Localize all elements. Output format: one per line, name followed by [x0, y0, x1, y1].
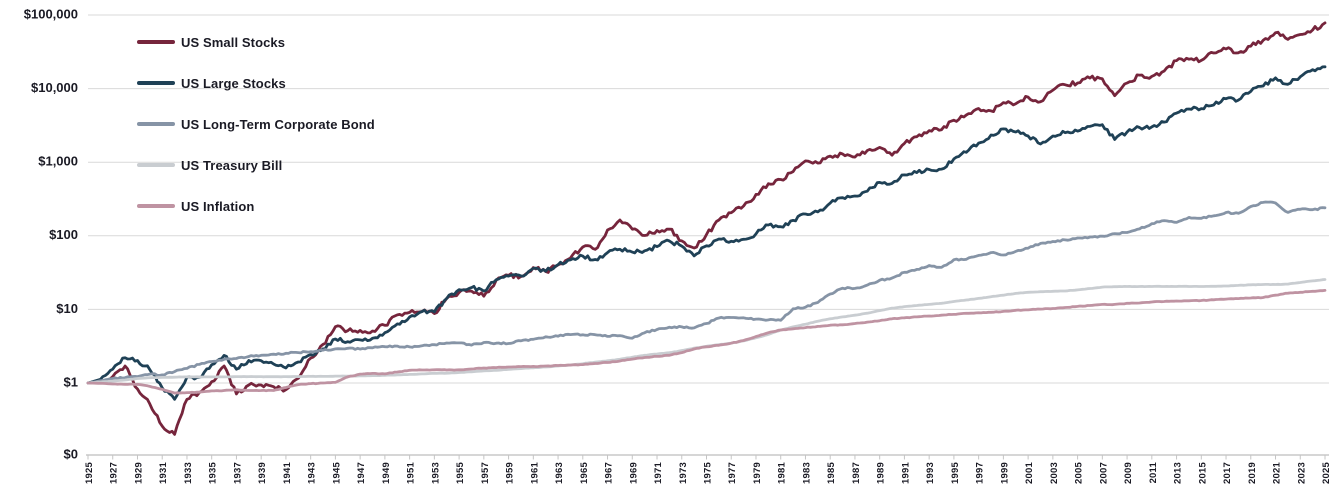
legend-swatch-us-large-stocks — [137, 80, 175, 86]
x-axis-year-label: 1995 — [950, 461, 961, 483]
x-axis-year-label: 1963 — [554, 462, 565, 484]
x-axis-year-label: 2021 — [1272, 461, 1283, 483]
legend-swatch-us-inflation — [137, 203, 175, 209]
y-axis-tick-label: $1 — [64, 374, 78, 389]
x-axis-year-label: 2019 — [1247, 462, 1258, 484]
series-line-us-treasury-bill — [86, 278, 1327, 385]
x-axis-year-label: 2005 — [1074, 461, 1085, 483]
x-axis-year-label: 1993 — [925, 462, 936, 484]
series-line-us-long-term-corporate-bond — [86, 200, 1327, 385]
x-axis-year-label: 1987 — [851, 462, 862, 484]
x-axis-year-label: 1979 — [752, 462, 763, 484]
x-axis-year-label: 1989 — [876, 462, 887, 484]
x-axis-year-label: 2017 — [1222, 462, 1233, 484]
x-axis-year-label: 1969 — [628, 462, 639, 484]
x-axis-year-label: 1941 — [282, 461, 293, 483]
series-line-us-large-stocks — [86, 65, 1327, 401]
x-axis-year-label: 1933 — [183, 462, 194, 484]
legend-swatch-us-small-stocks — [137, 39, 175, 45]
x-axis-year-label: 1927 — [109, 462, 120, 484]
legend-item-us-small-stocks: US Small Stocks — [137, 34, 375, 50]
x-axis-year-label: 1931 — [158, 461, 169, 483]
y-axis-tick-label: $100 — [49, 227, 78, 242]
x-axis-year-label: 1997 — [975, 462, 986, 484]
x-axis-year-label: 2025 — [1321, 461, 1332, 483]
x-axis-year-label: 1943 — [307, 462, 318, 484]
x-axis-year-label: 1999 — [999, 462, 1010, 484]
x-axis-year-label: 1951 — [406, 461, 417, 483]
x-axis-year-label: 1967 — [604, 462, 615, 484]
x-axis-year-label: 1961 — [529, 461, 540, 483]
x-axis-year-label: 2009 — [1123, 462, 1134, 484]
series-line-us-inflation — [86, 289, 1327, 395]
legend-label-us-treasury-bill: US Treasury Bill — [181, 157, 283, 173]
x-axis-year-label: 1991 — [900, 461, 911, 483]
x-axis-year-label: 2023 — [1296, 462, 1307, 484]
legend-item-us-long-term-corporate-bond: US Long-Term Corporate Bond — [137, 116, 375, 132]
x-axis-year-label: 1955 — [455, 461, 466, 483]
x-axis-year-label: 1959 — [505, 462, 516, 484]
x-axis-year-label: 1981 — [777, 461, 788, 483]
y-axis-tick-label: $0 — [64, 446, 78, 461]
y-axis-tick-label: $10,000 — [31, 80, 78, 95]
x-axis-year-label: 1965 — [579, 461, 590, 483]
legend-label-us-large-stocks: US Large Stocks — [181, 75, 286, 91]
legend-item-us-treasury-bill: US Treasury Bill — [137, 157, 375, 173]
x-axis-year-label: 2003 — [1049, 462, 1060, 484]
x-axis-year-label: 1953 — [430, 462, 441, 484]
x-axis-year-label: 1983 — [801, 462, 812, 484]
x-axis-year-label: 2013 — [1173, 462, 1184, 484]
x-axis-year-label: 1949 — [381, 462, 392, 484]
x-axis-year-label: 1947 — [356, 462, 367, 484]
legend-swatch-us-long-term-corporate-bond — [137, 121, 175, 127]
x-axis-year-label: 2011 — [1148, 461, 1159, 483]
x-axis-year-label: 2015 — [1197, 461, 1208, 483]
x-axis-year-label: 1939 — [257, 462, 268, 484]
x-axis-year-label: 1925 — [84, 461, 95, 483]
x-axis-year-label: 1973 — [678, 462, 689, 484]
legend-label-us-inflation: US Inflation — [181, 198, 255, 214]
x-axis-year-label: 1977 — [727, 462, 738, 484]
series-line-us-small-stocks — [86, 21, 1327, 436]
legend-item-us-large-stocks: US Large Stocks — [137, 75, 375, 91]
x-axis-year-label: 2001 — [1024, 461, 1035, 483]
x-axis-year-label: 1929 — [133, 462, 144, 484]
x-axis-year-label: 1957 — [480, 462, 491, 484]
legend-item-us-inflation: US Inflation — [137, 198, 375, 214]
x-axis-year-label: 1985 — [826, 461, 837, 483]
x-axis-year-label: 1935 — [208, 461, 219, 483]
legend-label-us-long-term-corporate-bond: US Long-Term Corporate Bond — [181, 116, 375, 132]
legend: US Small Stocks US Large Stocks US Long-Te… — [137, 34, 375, 239]
x-axis-year-label: 1945 — [331, 461, 342, 483]
x-axis-year-label: 2007 — [1098, 462, 1109, 484]
y-axis-tick-label: $100,000 — [24, 6, 78, 21]
x-axis-year-label: 1937 — [232, 462, 243, 484]
legend-label-us-small-stocks: US Small Stocks — [181, 34, 286, 50]
x-axis-year-label: 1975 — [703, 461, 714, 483]
legend-swatch-us-treasury-bill — [137, 162, 175, 168]
y-axis-tick-label: $10 — [56, 301, 78, 316]
x-axis-year-label: 1971 — [653, 461, 664, 483]
y-axis-tick-label: $1,000 — [38, 154, 78, 169]
